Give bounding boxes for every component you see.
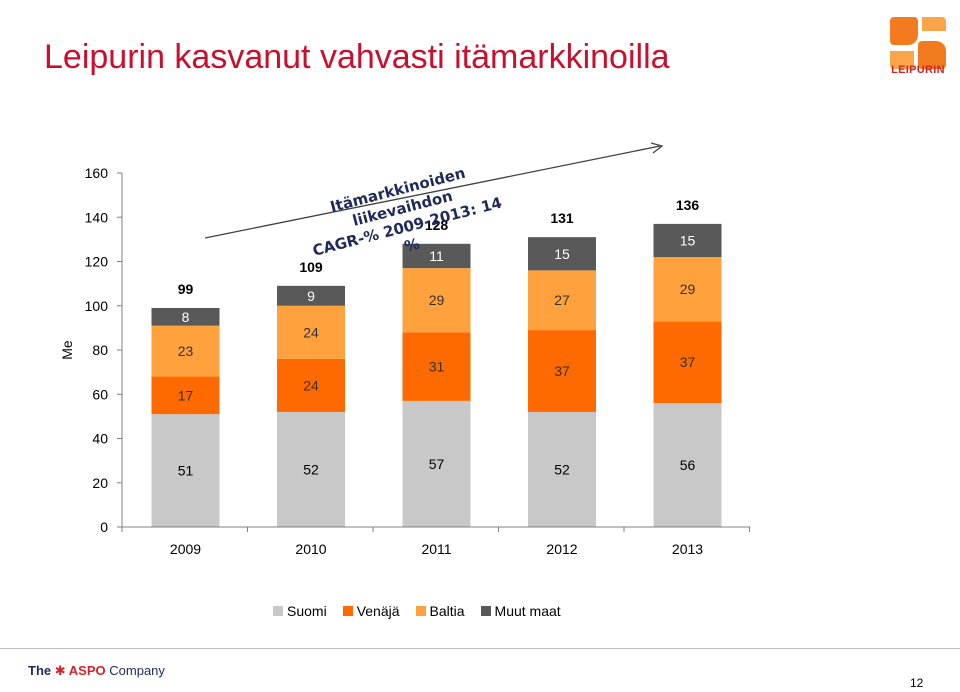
bar-segment-baltia xyxy=(151,325,220,377)
data-label-muut: 15 xyxy=(680,232,696,248)
bar-segment-muut xyxy=(653,223,722,258)
y-tick-label: 0 xyxy=(100,519,108,535)
bar-segment-venaja xyxy=(277,358,345,412)
legend-label-baltia: Baltia xyxy=(429,603,465,619)
total-label: 109 xyxy=(299,259,323,275)
footer-company: Company xyxy=(109,663,165,678)
y-axis-label: Me xyxy=(59,340,75,360)
legend-swatch-muut xyxy=(480,606,491,616)
y-tick-label: 40 xyxy=(92,431,108,447)
data-label-muut: 9 xyxy=(307,288,315,304)
legend-item-venaja: Venäjä xyxy=(342,603,400,619)
chart-legend: Suomi Venäjä Baltia Muut maat xyxy=(273,603,561,619)
legend-label-venaja: Venäjä xyxy=(356,603,400,619)
legend-swatch-venaja xyxy=(342,606,353,616)
logo-text: LEIPURIN xyxy=(891,64,945,76)
data-label-venaja: 37 xyxy=(680,354,696,370)
total-label: 136 xyxy=(676,197,700,213)
bars-group: 51 17 23 8 99 52 24 24 9 109 57 31 29 11 128 52 37 27 15 13… xyxy=(151,197,722,527)
page-number: 12 xyxy=(910,676,924,690)
data-label-baltia: 23 xyxy=(178,343,194,359)
bar-segment-muut xyxy=(277,285,345,306)
data-label-suomi: 52 xyxy=(303,461,319,477)
bar-segment-venaja xyxy=(402,332,471,401)
data-label-suomi: 52 xyxy=(554,461,570,477)
x-tick-label: 2010 xyxy=(295,541,326,557)
data-label-baltia: 27 xyxy=(554,292,570,308)
bar-segment-venaja xyxy=(528,330,596,412)
y-axis: 0 20 40 60 80 100 120 140 160 xyxy=(85,165,123,535)
slide-title: Leipurin kasvanut vahvasti itämarkkinoil… xyxy=(44,38,670,76)
data-label-muut: 11 xyxy=(429,248,444,264)
bar-segment-suomi xyxy=(277,411,345,527)
cagr-arrow-head-icon xyxy=(650,142,664,154)
data-label-venaja: 31 xyxy=(429,359,445,375)
y-tick-label: 80 xyxy=(92,342,108,358)
stacked-bar-chart: Me 0 20 40 60 80 100 120 140 160 51 17 23 8 99 52 24 24… xyxy=(59,142,751,557)
x-axis: 2009 2010 2011 2012 2013 xyxy=(121,526,751,557)
bar-segment-suomi xyxy=(151,414,220,527)
data-label-baltia: 29 xyxy=(429,292,445,308)
data-label-venaja: 17 xyxy=(178,387,194,403)
data-label-baltia: 24 xyxy=(303,324,319,340)
y-tick-label: 160 xyxy=(85,165,109,181)
bar-segment-suomi xyxy=(528,411,596,527)
legend-item-suomi: Suomi xyxy=(273,603,327,619)
data-label-muut: 8 xyxy=(182,309,190,325)
legend-item-baltia: Baltia xyxy=(415,603,465,619)
legend-swatch-suomi xyxy=(273,606,283,616)
legend-swatch-baltia xyxy=(415,606,426,616)
total-label: 128 xyxy=(425,217,449,233)
data-label-venaja: 37 xyxy=(554,363,570,379)
bar-segment-baltia xyxy=(528,270,596,331)
bar-segment-venaja xyxy=(151,376,220,415)
footer-the: The xyxy=(28,663,52,678)
total-label: 131 xyxy=(550,210,574,226)
data-label-suomi: 57 xyxy=(429,456,445,472)
data-label-suomi: 51 xyxy=(178,463,194,479)
bar-segment-muut xyxy=(402,243,471,269)
x-tick-label: 2011 xyxy=(421,541,451,557)
data-label-venaja: 24 xyxy=(303,377,319,393)
footer-divider xyxy=(0,648,960,649)
y-tick-label: 20 xyxy=(92,475,108,491)
bar-segment-venaja xyxy=(653,321,722,404)
x-tick-label: 2012 xyxy=(546,541,577,557)
y-tick-label: 120 xyxy=(85,254,109,270)
y-tick-label: 100 xyxy=(85,298,109,314)
x-tick-label: 2013 xyxy=(672,541,703,557)
y-tick-label: 140 xyxy=(85,209,109,225)
data-label-suomi: 56 xyxy=(680,457,696,473)
y-tick-label: 60 xyxy=(92,386,108,402)
leipurin-logo-icon xyxy=(890,17,946,69)
bar-segment-suomi xyxy=(653,403,722,527)
x-tick-label: 2009 xyxy=(170,541,201,557)
data-label-baltia: 29 xyxy=(680,281,696,297)
legend-item-muut: Muut maat xyxy=(480,603,561,619)
bar-segment-baltia xyxy=(653,257,722,322)
legend-label-suomi: Suomi xyxy=(287,603,327,619)
bar-segment-muut xyxy=(151,307,220,326)
total-label: 99 xyxy=(178,281,194,297)
data-label-muut: 15 xyxy=(554,246,570,262)
aspo-star-icon: ✱ xyxy=(54,663,66,678)
cagr-arrow-line xyxy=(204,145,661,239)
aspo-company-logo: The ✱ ASPO Company xyxy=(28,663,165,679)
legend-label-muut: Muut maat xyxy=(494,603,561,619)
bar-segment-baltia xyxy=(277,305,345,359)
bar-segment-baltia xyxy=(402,268,471,333)
bar-segment-suomi xyxy=(402,400,471,527)
bar-segment-muut xyxy=(528,237,596,271)
footer-aspo: ASPO xyxy=(68,663,106,678)
